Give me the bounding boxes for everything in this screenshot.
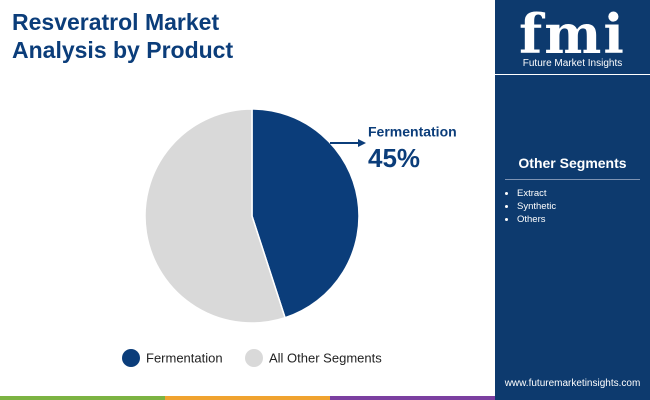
annotation-category: Fermentation <box>368 124 457 140</box>
footer-strip <box>0 396 165 400</box>
brand-name: Future Market Insights <box>522 58 623 69</box>
pie-slice <box>144 108 287 324</box>
sidebar: fmi Future Market Insights Other Segment… <box>495 0 650 400</box>
chart-title: Resveratrol Market Analysis by Product <box>12 9 234 63</box>
segment-item: Synthetic <box>517 200 556 213</box>
legend-marker <box>245 349 263 367</box>
data-label: 45% <box>368 143 420 173</box>
chart: Fermentation 45% Fermentation All Other Seg… <box>122 108 457 367</box>
segments-list: ExtractSyntheticOthers <box>503 187 556 226</box>
annotation-arrowhead <box>358 139 366 147</box>
legend-label: Fermentation <box>146 350 223 365</box>
segments-title: Other Segments <box>505 155 640 180</box>
divider <box>495 74 650 75</box>
pie-slice <box>251 108 360 319</box>
footer-strip <box>330 396 495 400</box>
website: www.futuremarketinsights.com <box>504 378 641 389</box>
logo: fmi <box>519 2 626 66</box>
segment-item: Extract <box>517 187 556 200</box>
legend-label: All Other Segments <box>269 350 382 365</box>
footer-strip <box>165 396 330 400</box>
legend-marker <box>122 349 140 367</box>
segment-item: Others <box>517 213 556 226</box>
